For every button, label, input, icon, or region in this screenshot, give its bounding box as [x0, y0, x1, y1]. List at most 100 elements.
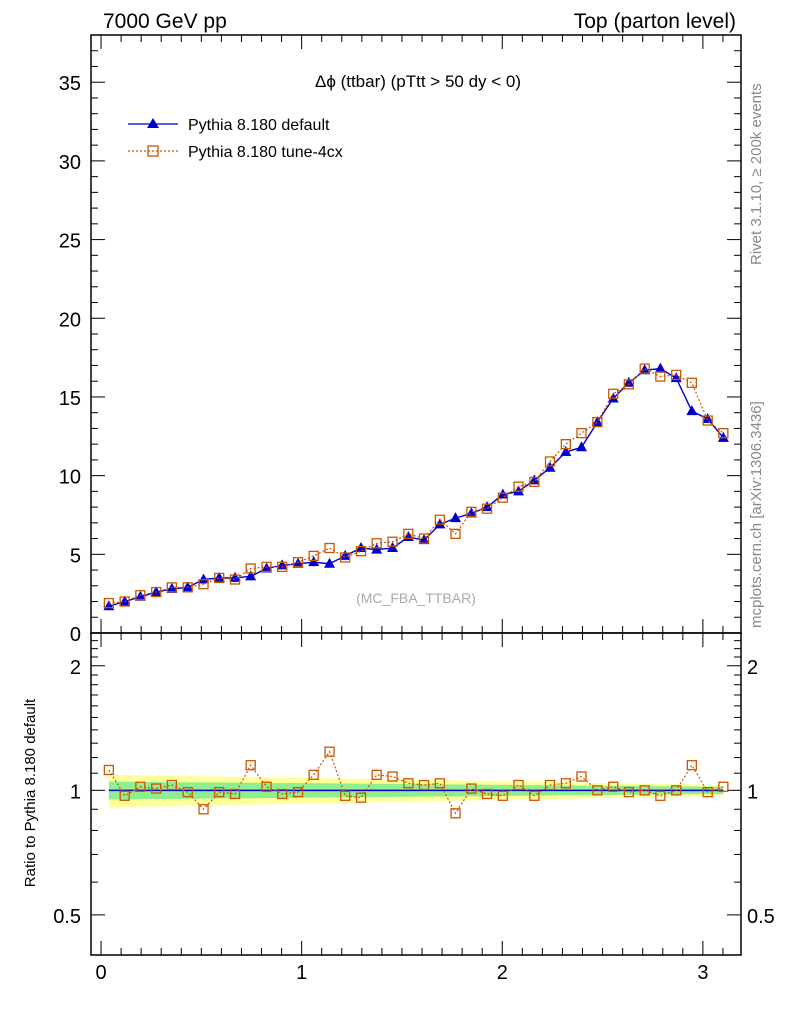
data-point-default [513, 485, 525, 496]
data-point-tune [418, 533, 430, 544]
data-point-default [276, 559, 288, 570]
data-point-tune [529, 476, 540, 488]
ratio-y-tick-label-right: 2 [747, 657, 758, 679]
data-point-default [182, 581, 194, 592]
main-panel-ticks: 0 5 10 15 20 25 30 35 [59, 34, 741, 646]
data-point-tune [623, 379, 635, 390]
y-tick-label: 30 [59, 152, 81, 174]
data-point-default [150, 586, 162, 597]
ratio-y-tick-label-left: 1 [70, 781, 81, 803]
data-point-tune [639, 363, 650, 374]
series-line-tune [108, 367, 724, 604]
data-point-default [639, 364, 651, 375]
data-point-tune [340, 552, 351, 563]
data-point-tune [277, 561, 288, 573]
ratio-point-tune [592, 785, 603, 796]
data-point-default [213, 571, 225, 582]
data-point-tune [434, 514, 446, 525]
y-tick-label: 10 [59, 467, 81, 489]
data-point-default [702, 412, 714, 423]
ratio-point-tune [151, 783, 162, 794]
data-point-tune [450, 528, 461, 540]
main-panel-series [103, 362, 729, 611]
ratio-point-tune [277, 788, 288, 800]
ratio-point-tune [608, 781, 619, 792]
data-point-default [450, 512, 462, 523]
data-point-default [686, 405, 698, 416]
ratio-point-tune [135, 781, 146, 792]
ratio-y-tick-label-left: 2 [70, 657, 81, 679]
data-point-default [560, 446, 572, 457]
watermark: (MC_FBA_TTBAR) [356, 590, 476, 606]
data-point-tune [671, 369, 682, 381]
main-title: Δϕ (ttbar) (pTtt > 50 dy < 0) [315, 72, 521, 91]
legend-marker-tune [147, 145, 159, 157]
data-point-tune [655, 371, 666, 382]
ratio-panel-series [103, 746, 729, 819]
data-point-default [528, 474, 540, 485]
data-point-tune [702, 415, 713, 426]
ratio-point-tune [560, 778, 572, 789]
data-point-default [229, 571, 241, 582]
data-point-default [607, 392, 619, 403]
data-point-tune [608, 388, 619, 399]
ratio-point-tune [214, 786, 225, 798]
legend-marker-default [147, 118, 159, 128]
data-point-tune [576, 427, 587, 439]
y-tick-label: 20 [59, 309, 81, 331]
ratio-panel: 0.5 0.5 1 1 2 2 0 1 2 3 Ratio to Pythia 8.180 def… [22, 632, 775, 984]
data-point-tune [198, 579, 209, 590]
ratio-point-tune [355, 792, 367, 803]
ratio-point-tune [418, 779, 430, 791]
x-tick-label: 1 [296, 962, 307, 984]
data-point-tune [229, 574, 241, 585]
data-point-tune [166, 582, 177, 593]
mcplots-label: mcplots.cern.ch [arXiv:1306.3436] [748, 401, 765, 628]
data-point-tune [371, 538, 382, 549]
ratio-point-tune [481, 788, 493, 800]
data-point-default [387, 542, 399, 553]
data-point-tune [481, 503, 493, 514]
ratio-point-tune [671, 785, 682, 796]
data-point-default [591, 416, 603, 427]
ratio-point-tune [340, 790, 351, 801]
x-tick-label: 2 [497, 962, 508, 984]
data-point-default [434, 518, 446, 529]
ratio-point-tune [434, 778, 446, 789]
legend: Pythia 8.180 default Pythia 8.180 tune-4… [128, 117, 343, 161]
y-tick-label: 35 [59, 73, 81, 95]
ratio-point-tune [119, 790, 130, 801]
data-point-default [324, 557, 336, 568]
data-point-tune [103, 597, 115, 609]
ratio-ylabel: Ratio to Pythia 8.180 default [22, 698, 39, 887]
ratio-point-tune [324, 746, 335, 757]
data-point-default [119, 595, 131, 606]
header-left: 7000 GeV pp [103, 10, 227, 33]
x-tick-label: 3 [697, 962, 708, 984]
y-tick-label: 25 [59, 231, 81, 253]
ratio-band [108, 774, 724, 808]
x-tick-label: 0 [95, 962, 106, 984]
data-point-default [245, 570, 257, 581]
data-point-tune [214, 572, 225, 584]
ratio-panel-ticks: 0.5 0.5 1 1 2 2 0 1 2 3 [53, 633, 775, 984]
ratio-point-tune [639, 785, 650, 796]
legend-label-default: Pythia 8.180 default [188, 117, 330, 134]
data-point-default [418, 534, 430, 545]
rivet-label: Rivet 3.1.10, ≥ 200k events [748, 83, 765, 265]
data-point-tune [560, 439, 572, 450]
data-point-default [308, 556, 320, 567]
ratio-point-tune [308, 769, 319, 780]
ratio-point-tune [497, 790, 509, 801]
data-point-tune [151, 586, 162, 598]
ratio-point-tune [576, 771, 587, 782]
ratio-point-tune [387, 771, 398, 782]
ratio-y-tick-label-right: 0.5 [747, 906, 775, 928]
data-point-default [481, 501, 493, 512]
data-point-tune [686, 377, 697, 388]
data-point-tune [245, 563, 256, 574]
data-point-default [717, 431, 729, 442]
data-point-default [576, 441, 588, 452]
ratio-point-tune [292, 786, 304, 798]
